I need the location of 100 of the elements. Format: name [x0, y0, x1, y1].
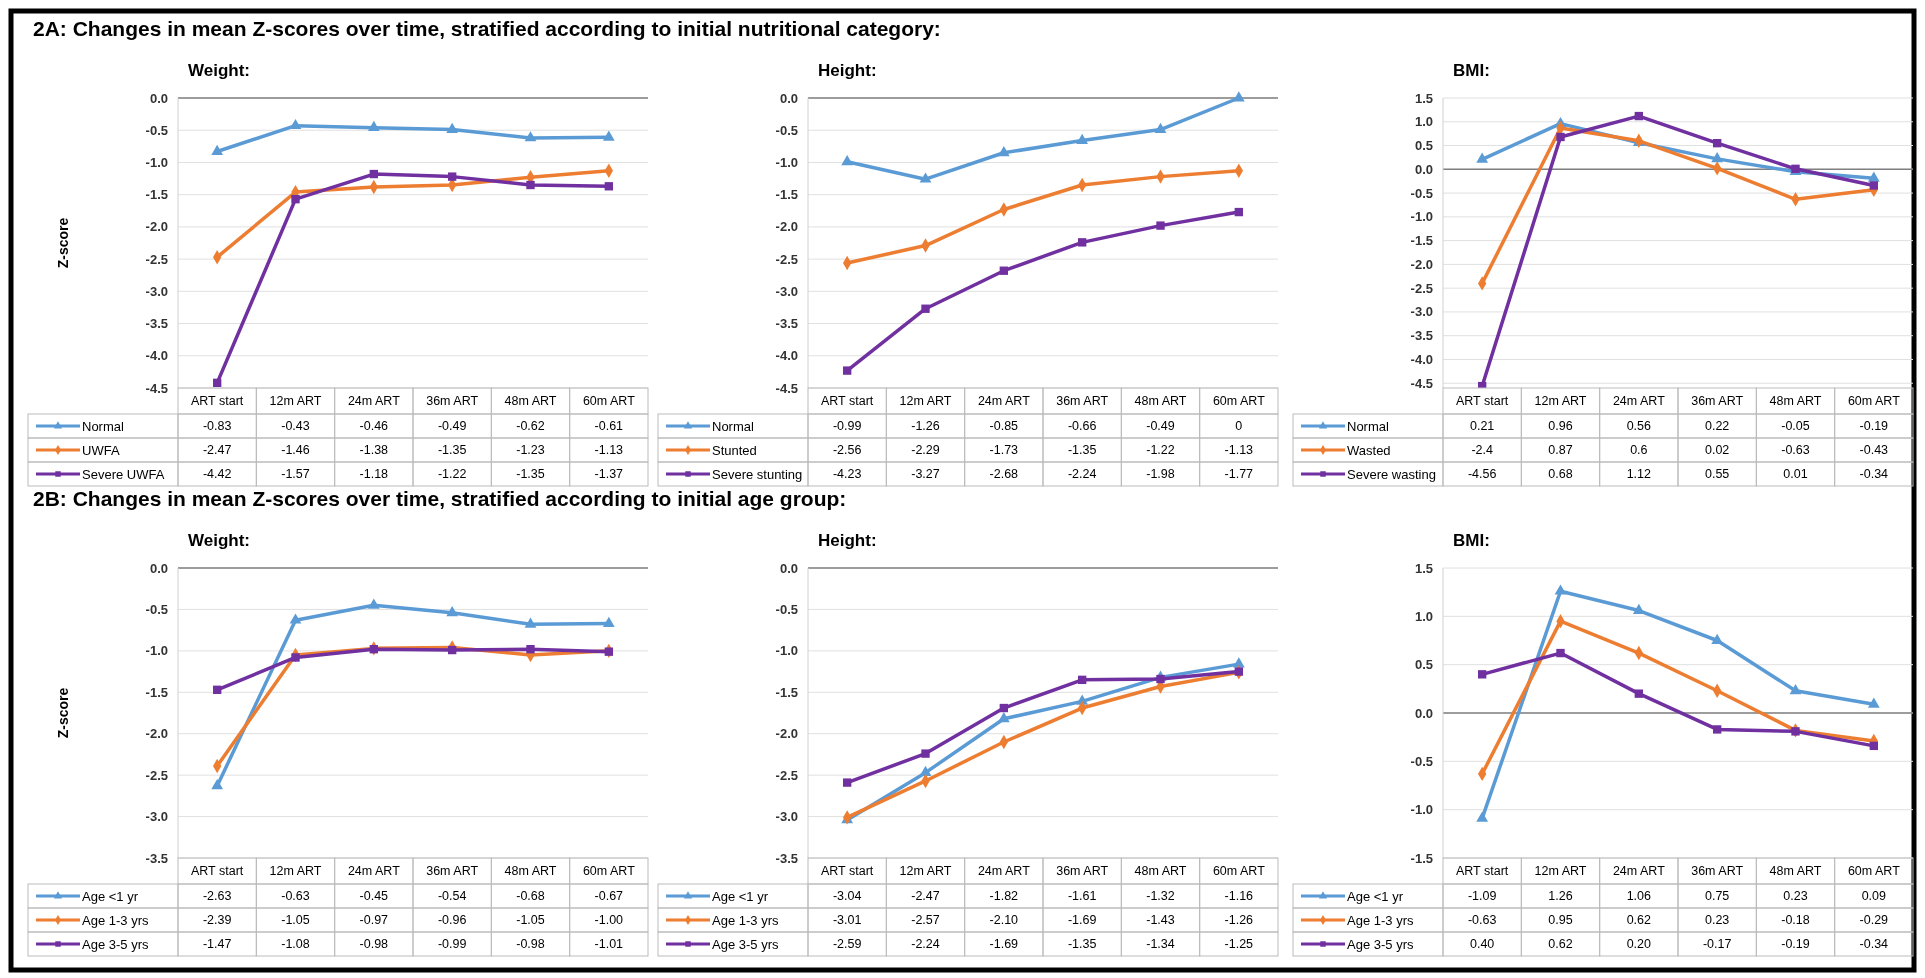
- text: 2B: Changes in mean Z-scores over time, stratified according to initial age group:: [33, 487, 847, 510]
- y-tick-label: 1.0: [1414, 608, 1433, 624]
- y-tick-label: -1.5: [1410, 233, 1433, 249]
- y-tick-label: -1.0: [775, 643, 798, 659]
- data-label: -1.35: [437, 443, 467, 458]
- point: [602, 616, 615, 627]
- y-axis-title: Z-score: [55, 687, 71, 739]
- legend-label: Severe wasting: [1347, 466, 1436, 482]
- data-label: -2.68: [989, 467, 1019, 482]
- data-label: 0.6: [1630, 443, 1648, 458]
- data-label: 0.02: [1704, 443, 1730, 458]
- chart-title: BMI:: [1453, 61, 1490, 80]
- data-label: 0.21: [1469, 419, 1495, 434]
- y-tick-label: -2.5: [1410, 280, 1433, 296]
- data-label: -2.57: [911, 913, 940, 928]
- point: [446, 605, 459, 617]
- data-label: -1.61: [1067, 889, 1097, 904]
- y-tick-label: -1.0: [145, 643, 168, 659]
- y-tick-label: 0.0: [779, 90, 798, 106]
- data-label: -0.34: [1859, 937, 1889, 952]
- y-tick-label: -3.5: [775, 316, 798, 332]
- x-tick-label: ART start: [820, 394, 874, 409]
- data-label: -1.73: [989, 443, 1019, 458]
- y-tick-label: -2.0: [145, 726, 168, 742]
- data-label: -2.29: [911, 443, 940, 458]
- y-tick-label: 1.5: [1414, 90, 1433, 106]
- data-label: -0.43: [281, 419, 310, 434]
- x-tick-label: 48m ART: [1134, 394, 1187, 409]
- legend-label: Age 1-3 yrs: [712, 912, 779, 928]
- point: [367, 120, 380, 132]
- data-label: -1.43: [1146, 913, 1175, 928]
- x-tick-label: 24m ART: [977, 864, 1031, 879]
- data-label: 0.96: [1548, 419, 1573, 434]
- data-label: -1.46: [281, 443, 310, 458]
- y-tick-label: -2.0: [1410, 256, 1433, 272]
- point: [1232, 91, 1245, 102]
- y-tick-label: -1.5: [775, 187, 798, 203]
- point: [526, 180, 535, 190]
- data-label: -1.38: [359, 443, 389, 458]
- data-label: -0.18: [1781, 913, 1810, 928]
- data-label: 1.26: [1548, 889, 1573, 904]
- y-tick-label: 1.5: [1414, 560, 1433, 576]
- legend-label: Age 3-5 yrs: [1347, 936, 1414, 952]
- point: [1867, 171, 1880, 182]
- data-label: 1.12: [1626, 467, 1652, 482]
- point: [842, 366, 852, 375]
- chart-title: Height:: [818, 61, 877, 80]
- data-label: 0.23: [1783, 889, 1808, 904]
- y-tick-label: 0.0: [1414, 705, 1433, 721]
- data-label: -0.05: [1781, 419, 1810, 434]
- x-tick-label: 24m ART: [1612, 394, 1666, 409]
- y-tick-label: -3.5: [1410, 328, 1433, 344]
- chart-title: BMI:: [1453, 531, 1490, 550]
- data-label: -0.19: [1781, 937, 1810, 952]
- x-tick-label: 12m ART: [269, 394, 322, 409]
- x-tick-label: ART start: [1455, 394, 1509, 409]
- x-tick-label: 24m ART: [1612, 864, 1666, 879]
- y-tick-label: 0.0: [779, 560, 798, 576]
- data-label: -1.26: [1224, 913, 1254, 928]
- chart-title: Weight:: [188, 531, 251, 550]
- y-tick-label: -3.0: [145, 283, 168, 299]
- data-label: 0.40: [1469, 937, 1495, 952]
- legend-label: Severe stunting: [712, 466, 803, 482]
- point: [212, 378, 222, 388]
- x-tick-label: 12m ART: [269, 864, 322, 879]
- point: [1711, 152, 1724, 163]
- y-tick-label: 0.5: [1414, 138, 1433, 154]
- x-tick-label: 36m ART: [1056, 394, 1109, 409]
- data-label: -1.35: [1067, 443, 1097, 458]
- data-label: -0.68: [516, 889, 545, 904]
- data-label: -0.85: [989, 419, 1019, 434]
- point: [1156, 674, 1165, 684]
- y-tick-label: -1.5: [145, 684, 168, 700]
- point: [1077, 238, 1087, 247]
- data-label: 0.62: [1626, 913, 1652, 928]
- text: 2A: Changes in mean Z-scores over time, stratified according to initial nutritional category:: [33, 17, 941, 40]
- point: [1791, 727, 1800, 736]
- point: [1156, 221, 1165, 230]
- point: [1076, 133, 1089, 144]
- chart-title: Weight:: [188, 61, 251, 80]
- data-label: 0.68: [1548, 467, 1573, 482]
- legend-label: Normal: [1347, 418, 1390, 434]
- data-label: -0.63: [1781, 443, 1810, 458]
- point: [446, 122, 459, 133]
- x-tick-label: 12m ART: [1534, 864, 1587, 879]
- data-label: -2.59: [832, 937, 862, 952]
- legend-label: Age 3-5 yrs: [712, 936, 779, 952]
- data-label: -2.39: [202, 913, 232, 928]
- y-tick-label: 0.0: [149, 90, 168, 106]
- x-tick-label: 12m ART: [899, 864, 952, 879]
- data-label: -0.66: [1067, 419, 1097, 434]
- y-tick-label: -4.0: [145, 348, 168, 364]
- x-tick-label: 36m ART: [1691, 394, 1744, 409]
- x-tick-label: 48m ART: [504, 864, 557, 879]
- y-tick-label: -3.0: [775, 809, 798, 825]
- y-tick-label: -3.5: [145, 850, 168, 866]
- x-tick-label: 60m ART: [1847, 394, 1901, 409]
- data-label: 0.22: [1704, 419, 1730, 434]
- x-tick-label: 48m ART: [1769, 864, 1822, 879]
- y-tick-label: -1.0: [1410, 209, 1433, 225]
